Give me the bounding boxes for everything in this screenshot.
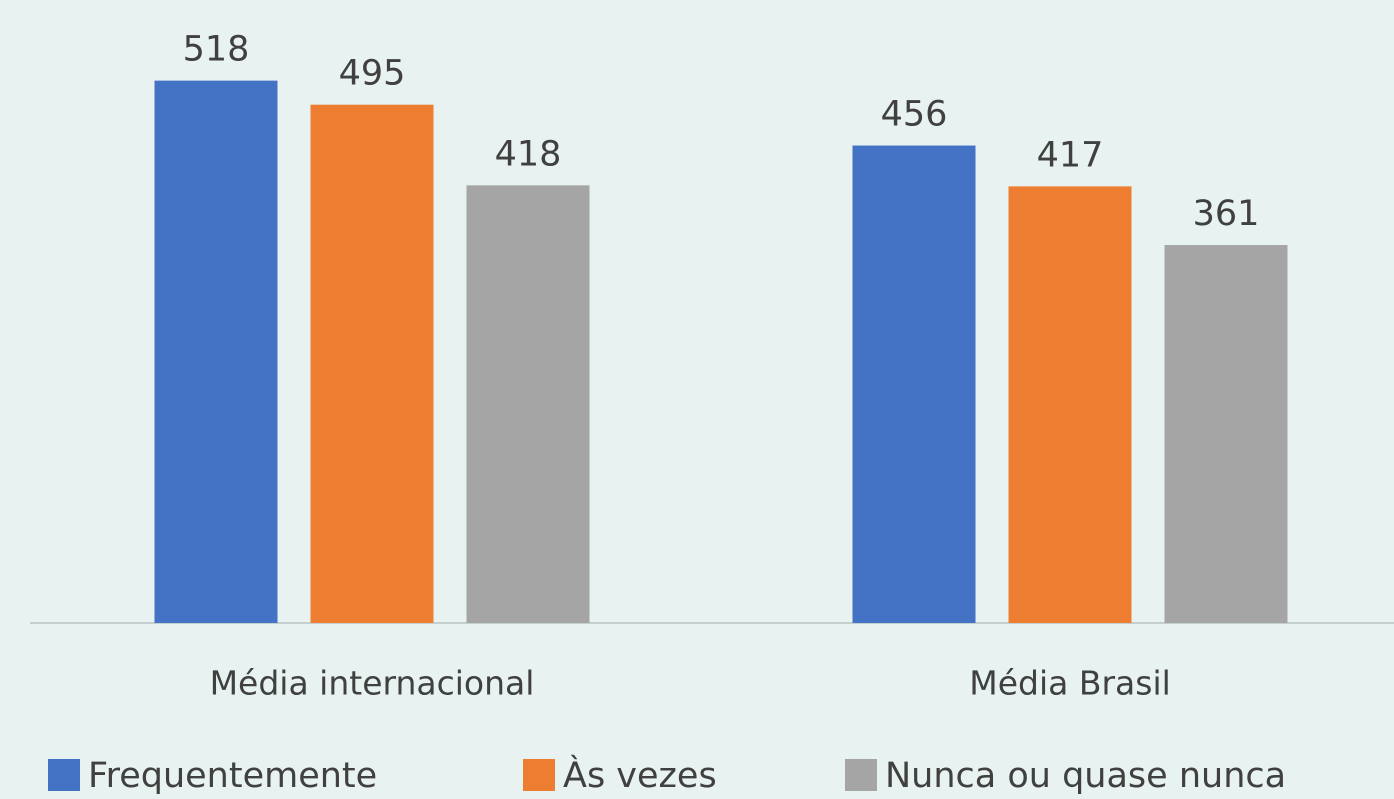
- data-label: 418: [495, 134, 562, 174]
- legend-swatch: [48, 759, 80, 791]
- data-label: 456: [881, 95, 948, 135]
- data-label: 495: [339, 54, 406, 94]
- x-tick-label: Média internacional: [210, 664, 535, 703]
- bar: [852, 145, 976, 623]
- x-tick-label: Média Brasil: [969, 664, 1171, 703]
- bar: [1008, 186, 1132, 623]
- legend-swatch: [845, 759, 877, 791]
- bar: [466, 185, 590, 623]
- legend-label: Frequentemente: [88, 756, 377, 796]
- data-label: 518: [183, 30, 250, 70]
- data-label: 361: [1193, 194, 1260, 234]
- legend-label: Nunca ou quase nunca: [885, 756, 1286, 796]
- bar: [310, 104, 434, 624]
- legend-swatch: [523, 759, 555, 791]
- bar: [1164, 245, 1288, 623]
- bar: [154, 80, 278, 623]
- legend-label: Às vezes: [563, 754, 717, 796]
- data-label: 417: [1037, 135, 1104, 175]
